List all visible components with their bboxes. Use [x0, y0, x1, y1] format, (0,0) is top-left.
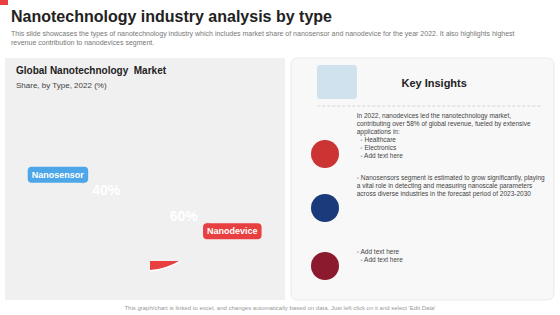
text-line: This slide showcases the types of nanote… [11, 30, 515, 38]
insights-title: Key Insights [401, 77, 466, 89]
insight-icon [311, 194, 339, 222]
chart-subtitle: Share, by Type, 2022 (%) [16, 81, 107, 90]
text-line: ◦ Add text here [357, 152, 403, 159]
category-label-box [28, 167, 89, 183]
category-label: Nanodevice [203, 223, 262, 239]
insight-text: ◦ Nanosensors segment is estimated to gr… [357, 174, 545, 198]
insight-text: In 2022, nanodevices led the nanotechnol… [357, 112, 531, 159]
insight-icon [311, 252, 339, 280]
text-line: ◦ Add text here [357, 248, 400, 255]
insight-icon [311, 140, 339, 168]
insights-icon [317, 65, 357, 99]
chart: Nanotechnology industry analysis by type… [0, 0, 560, 315]
pie [150, 261, 213, 271]
chart-panel [5, 58, 285, 300]
pie-labels: 60% 40% Nanodevice Nanosensor [28, 167, 262, 240]
category-label-text: Nanosensor [32, 170, 85, 180]
subtitle: This slide showcases the types of nanote… [11, 30, 515, 47]
data-label: 40% [92, 182, 121, 198]
text-line: ◦ Healthcare [357, 136, 397, 143]
text-line: revenue contribution to nanodevices segm… [11, 39, 154, 47]
insights-panel [291, 58, 554, 300]
text-line: ◦ Nanosensors segment is estimated to gr… [357, 174, 545, 182]
text-line: ◦ Add text here [357, 256, 403, 263]
category-label: Nanosensor [28, 167, 89, 183]
text-line: applications in: [357, 128, 400, 136]
data-label: 60% [170, 208, 199, 224]
chart-title: Global Nanotechnology Market [16, 65, 167, 76]
text-line: ◦ Electronics [357, 144, 397, 151]
text-line: In 2022, nanodevices led the nanotechnol… [357, 112, 511, 120]
title: Nanotechnology industry analysis by type [11, 8, 332, 25]
category-label-text: Nanodevice [207, 226, 258, 236]
category-label-box [203, 223, 262, 239]
text-line: a vital role in detecting and measuring … [357, 182, 533, 190]
footer: This graph/chart is linked to excel, and… [124, 305, 435, 311]
text-line: across diverse industries in the forecas… [357, 190, 532, 198]
accent-bar [0, 0, 8, 5]
insights-divider [317, 106, 541, 107]
pie-slice [150, 261, 213, 271]
text-line: contributing over 58% of global revenue,… [357, 120, 531, 128]
insight-text: ◦ Add text here ◦ Add text here [357, 248, 403, 263]
